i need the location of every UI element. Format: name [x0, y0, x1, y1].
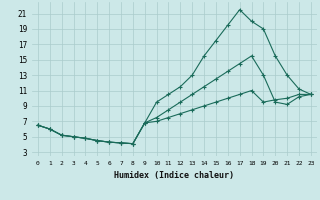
X-axis label: Humidex (Indice chaleur): Humidex (Indice chaleur): [115, 171, 234, 180]
